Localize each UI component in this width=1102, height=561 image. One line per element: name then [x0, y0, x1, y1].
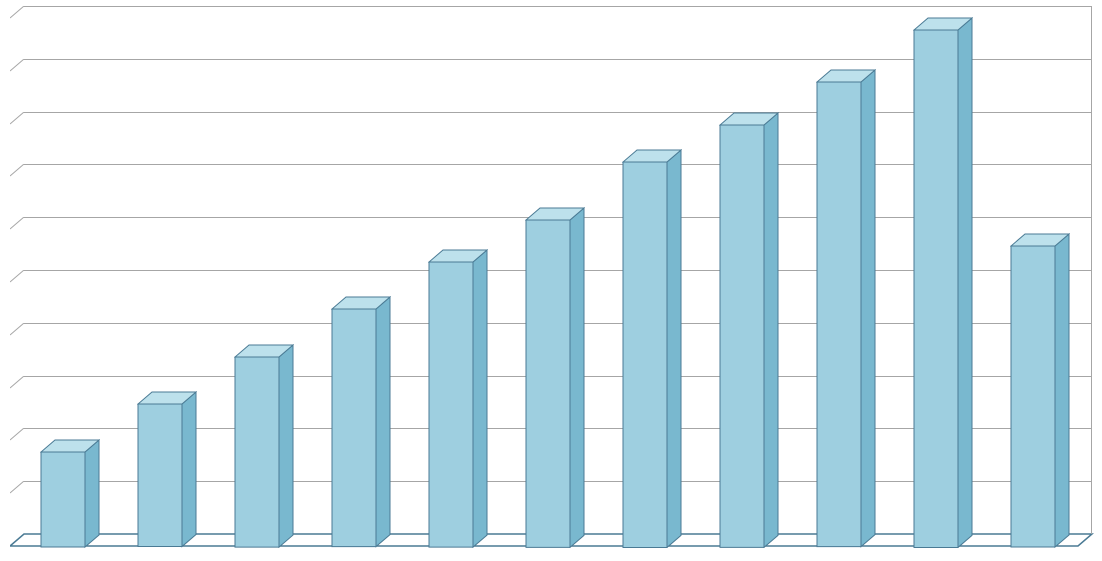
grid-depth-tick	[10, 376, 26, 390]
bar	[137, 391, 197, 548]
plot-area	[0, 0, 1102, 561]
grid-depth-tick	[10, 323, 26, 337]
grid-depth-tick	[10, 59, 26, 73]
grid-depth-tick	[10, 112, 26, 126]
grid-depth-tick	[10, 428, 26, 442]
grid-depth-tick	[10, 217, 26, 231]
bar	[234, 344, 294, 548]
bar	[719, 112, 779, 548]
bar	[40, 439, 100, 548]
bar	[622, 149, 682, 548]
bar	[331, 296, 391, 548]
bar	[913, 17, 973, 548]
bar-chart-3d	[0, 0, 1102, 561]
bar	[428, 249, 488, 548]
bar	[816, 69, 876, 548]
back-wall-right-edge	[1091, 6, 1092, 534]
grid-depth-tick	[10, 6, 26, 20]
bar	[1010, 233, 1070, 548]
grid-depth-tick	[10, 481, 26, 495]
bar	[525, 207, 585, 548]
grid-depth-tick	[10, 270, 26, 284]
grid-depth-tick	[10, 164, 26, 178]
